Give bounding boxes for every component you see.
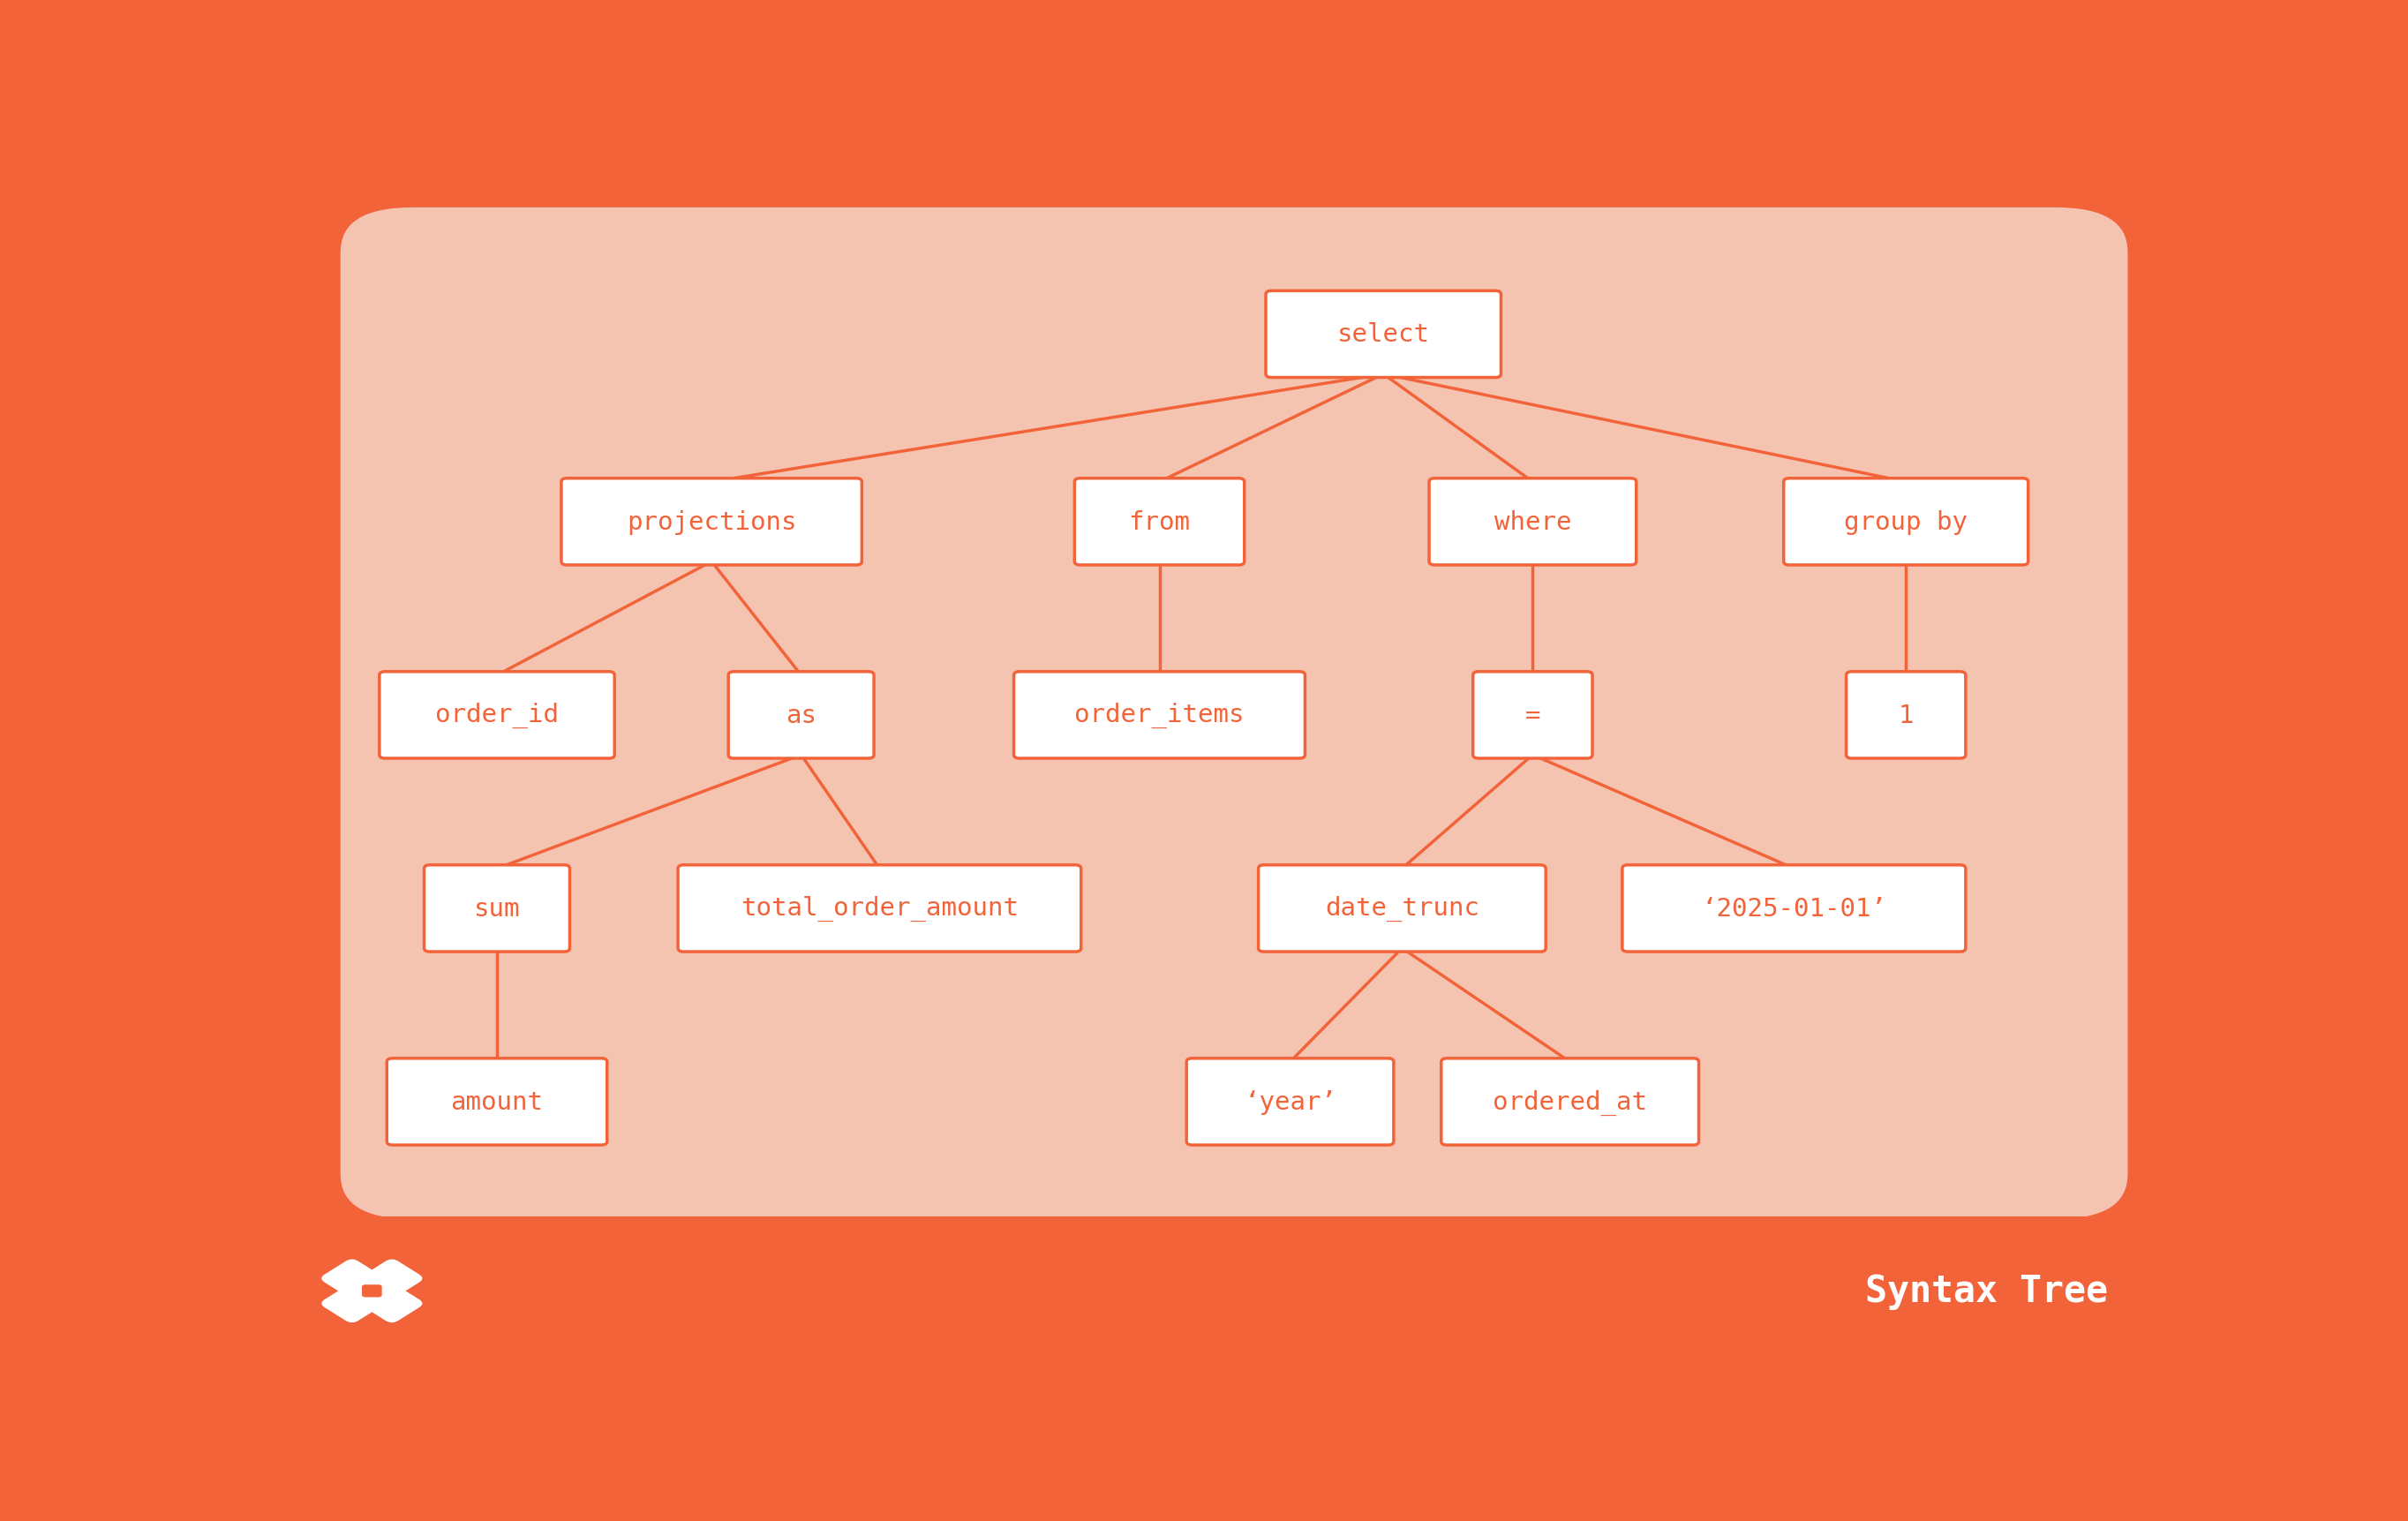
Text: order_id: order_id [436,703,559,729]
FancyBboxPatch shape [1784,479,2028,566]
Text: =: = [1524,703,1541,727]
Text: ordered_at: ordered_at [1493,1089,1647,1115]
FancyBboxPatch shape [320,1259,421,1323]
FancyBboxPatch shape [1474,672,1592,759]
FancyBboxPatch shape [1187,1059,1394,1145]
Text: where: where [1493,510,1572,534]
Text: ‘2025-01-01’: ‘2025-01-01’ [1702,896,1885,922]
FancyBboxPatch shape [361,1285,383,1297]
FancyBboxPatch shape [424,865,571,952]
FancyBboxPatch shape [679,865,1081,952]
FancyBboxPatch shape [727,672,874,759]
Text: as: as [785,703,816,727]
FancyBboxPatch shape [1014,672,1305,759]
Text: date_trunc: date_trunc [1324,896,1479,922]
Text: Syntax Tree: Syntax Tree [1864,1273,2107,1310]
Text: projections: projections [626,510,797,534]
Text: total_order_amount: total_order_amount [742,896,1019,922]
FancyBboxPatch shape [1074,479,1245,566]
FancyBboxPatch shape [1442,1059,1698,1145]
Text: order_items: order_items [1074,703,1245,729]
FancyBboxPatch shape [337,205,2131,1221]
Text: group by: group by [1845,510,1967,534]
FancyBboxPatch shape [561,479,862,566]
Text: 1: 1 [1898,703,1914,727]
FancyBboxPatch shape [380,672,614,759]
FancyBboxPatch shape [1623,865,1965,952]
Text: amount: amount [450,1089,544,1115]
FancyBboxPatch shape [388,1059,607,1145]
FancyBboxPatch shape [1428,479,1637,566]
Text: sum: sum [474,896,520,922]
FancyBboxPatch shape [320,1259,421,1323]
Bar [301,1217,2167,1354]
FancyBboxPatch shape [1259,865,1546,952]
Text: ‘year’: ‘year’ [1245,1089,1336,1115]
FancyBboxPatch shape [1847,672,1965,759]
FancyBboxPatch shape [1267,292,1500,379]
Text: from: from [1129,510,1190,534]
Text: select: select [1336,322,1430,347]
